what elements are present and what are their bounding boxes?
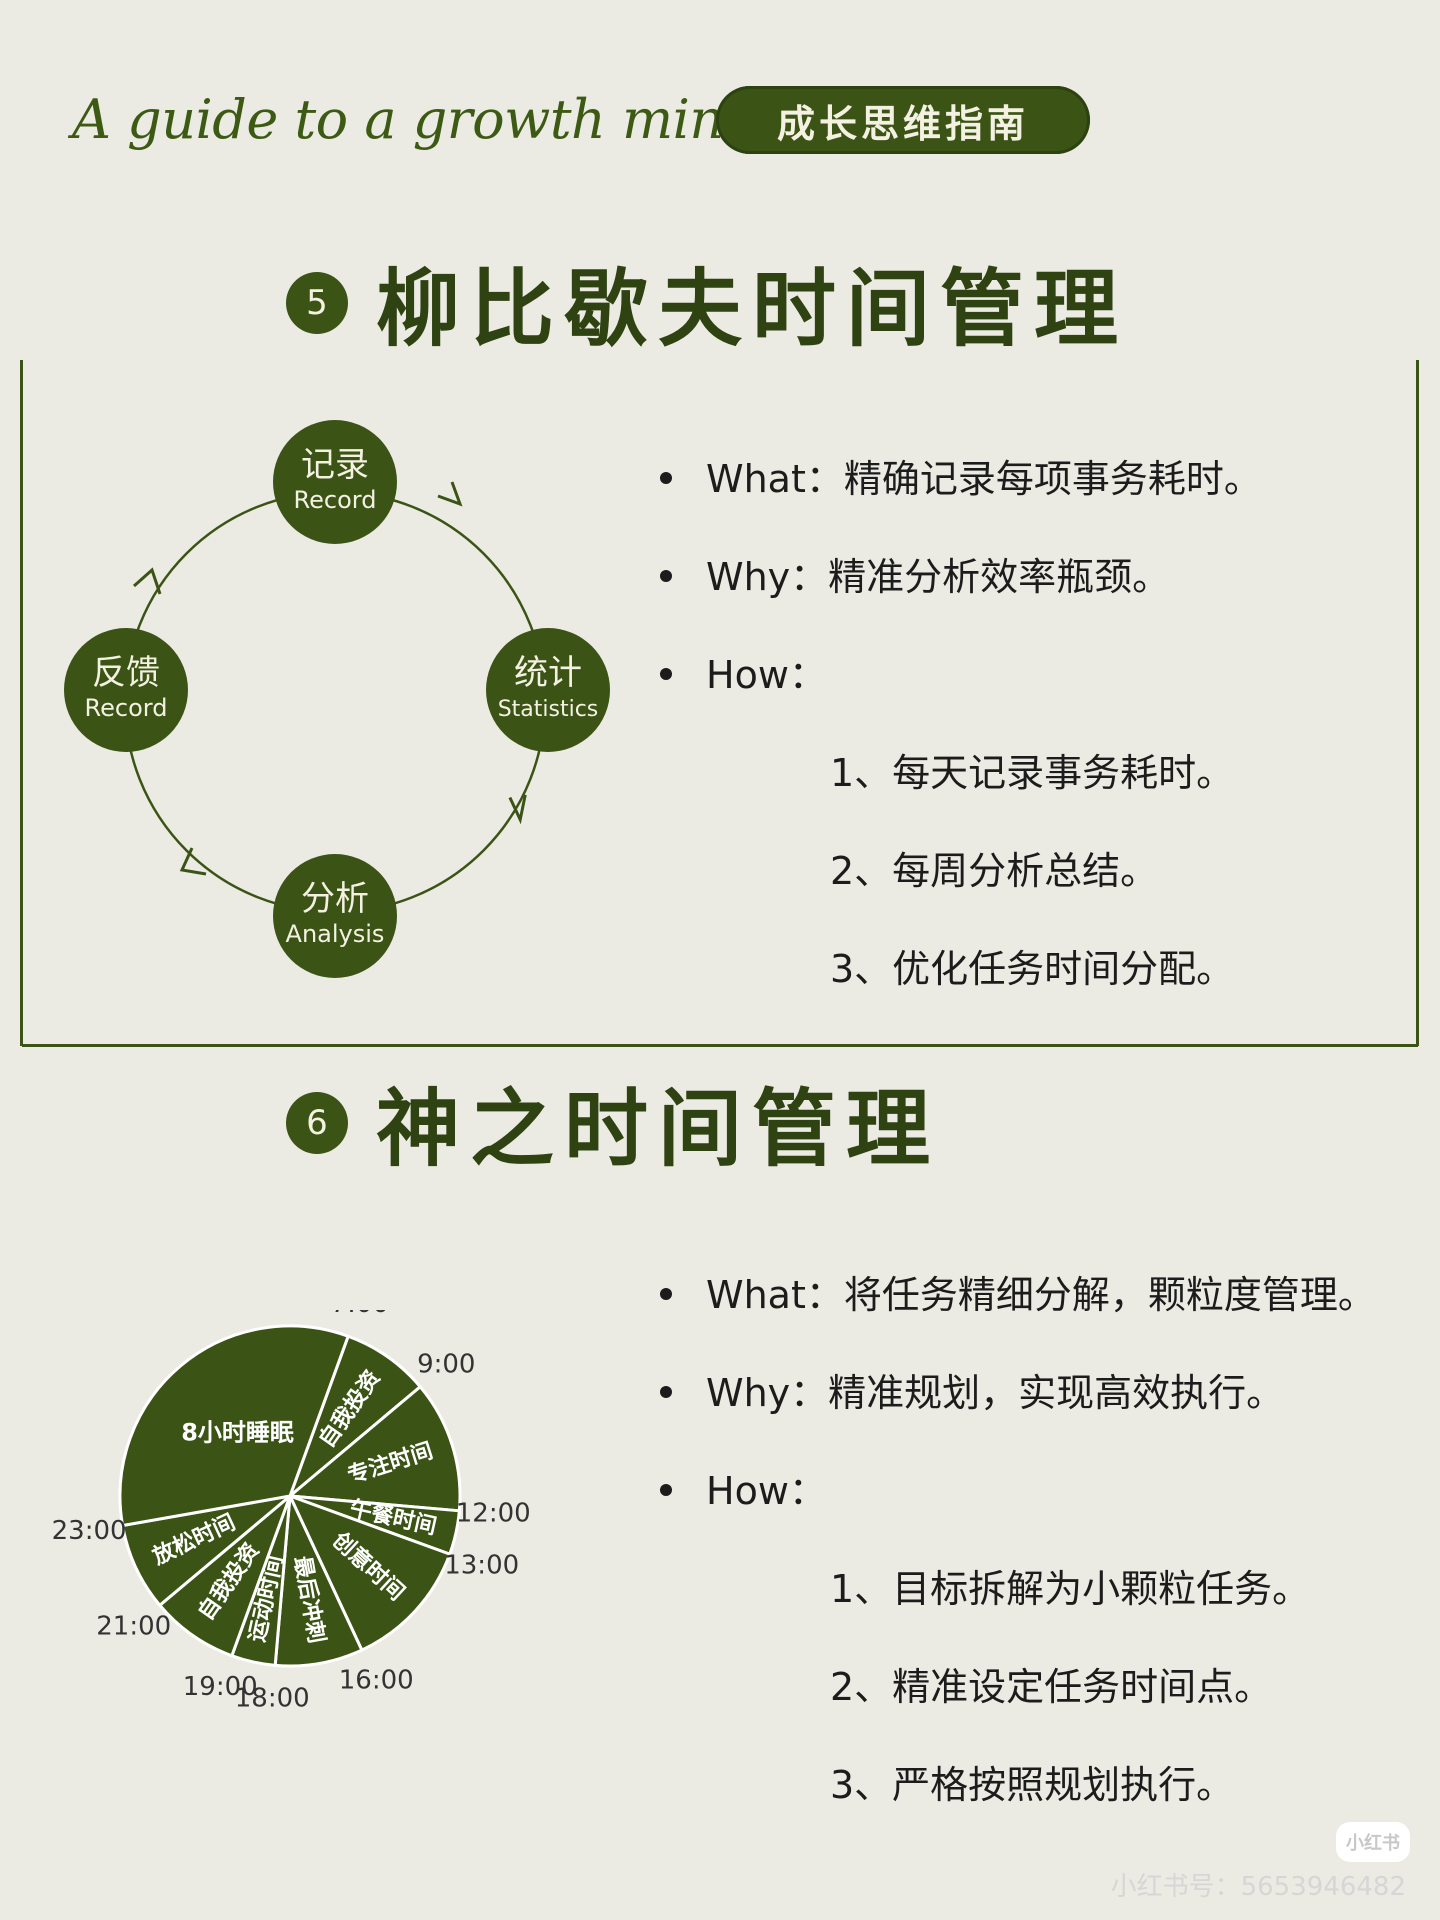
cycle-node-feedback: 反馈 Record <box>64 628 188 752</box>
time-tick-label: 18:00 <box>235 1684 310 1714</box>
pie-slice <box>120 1493 296 1608</box>
cycle-node-en: Record <box>85 694 168 722</box>
arrow-icon <box>437 481 463 507</box>
bullet-text: 将任务精细分解，颗粒度管理。 <box>843 1273 1376 1317</box>
pie-slice <box>118 1324 351 1528</box>
pie-slice <box>287 1493 452 1653</box>
cycle-node-cn: 统计 <box>514 653 582 693</box>
pie-slice <box>157 1491 294 1658</box>
header-pill: 成长思维指南 <box>716 86 1090 154</box>
cycle-node-en: Statistics <box>498 697 599 722</box>
time-tick-label: 13:00 <box>444 1550 519 1580</box>
how-step: 1、每天记录事务耗时。 <box>830 751 1235 795</box>
bullet-how: How： <box>660 1460 827 1515</box>
right-border-line <box>1416 360 1419 1046</box>
section-5-title: 5 柳比歇夫时间管理 <box>286 242 1128 363</box>
cycle-node-record: 记录 Record <box>273 420 397 544</box>
bullet-label: What： <box>706 1273 844 1317</box>
cycle-node-statistics: 统计 Statistics <box>486 628 610 752</box>
time-tick-label: 7:00 <box>331 1310 389 1319</box>
section-5-title-text: 柳比歇夫时间管理 <box>376 260 1129 358</box>
time-tick-label: 19:00 <box>183 1672 258 1702</box>
bullet-why: Why：精准分析效率瓶颈。 <box>660 546 1170 601</box>
time-tick-label: 16:00 <box>339 1665 414 1695</box>
bullet-label: How： <box>706 1469 827 1513</box>
section-6-title-text: 神之时间管理 <box>376 1080 941 1178</box>
bullet-label: What： <box>706 457 844 501</box>
arrow-icon <box>133 567 162 595</box>
cycle-ring <box>123 490 547 914</box>
bullet-text: 精准分析效率瓶颈。 <box>828 555 1171 599</box>
watermark-id: 小红书号：5653946482 <box>1110 1872 1406 1902</box>
cycle-diagram: 记录 Record 统计 Statistics 分析 Analysis 反馈 R… <box>64 420 610 978</box>
watermark-logo: 小红书 <box>1336 1822 1410 1862</box>
left-border-line <box>20 360 23 1046</box>
how-step: 2、每周分析总结。 <box>830 849 1159 893</box>
cycle-node-cn: 反馈 <box>92 653 160 693</box>
bullet-what: What：精确记录每项事务耗时。 <box>660 448 1262 503</box>
bullet-label: Why： <box>706 555 829 599</box>
cycle-node-en: Analysis <box>286 920 385 948</box>
bullet-text: 精确记录每项事务耗时。 <box>843 457 1262 501</box>
pie-slice <box>273 1490 364 1668</box>
bullet-text: 精准规划，实现高效执行。 <box>828 1371 1285 1415</box>
bullet-label: How： <box>706 653 827 697</box>
cycle-node-analysis: 分析 Analysis <box>273 854 397 978</box>
time-pie-chart: 自我投资专注时间午餐时间创意时间最后冲刺运动时间自我投资放松时间8小时睡眠7:0… <box>52 1310 531 1714</box>
arrow-icon <box>179 847 207 876</box>
how-step: 1、目标拆解为小颗粒任务。 <box>830 1567 1311 1611</box>
bullet-how: How： <box>660 644 827 699</box>
section-6-number-badge: 6 <box>286 1091 348 1154</box>
pie-slice-label: 8小时睡眠 <box>181 1418 294 1446</box>
how-step: 3、优化任务时间分配。 <box>830 947 1235 991</box>
bullet-what: What：将任务精细分解，颗粒度管理。 <box>660 1264 1376 1319</box>
section-6-title: 6 神之时间管理 <box>286 1062 940 1183</box>
section-divider <box>22 1044 1418 1047</box>
arrow-icon <box>508 794 527 825</box>
pie-slice <box>286 1334 423 1501</box>
pie-slice <box>286 1384 462 1513</box>
time-tick-label: 21:00 <box>96 1612 171 1642</box>
how-step: 2、精准设定任务时间点。 <box>830 1665 1273 1709</box>
section-5-number-badge: 5 <box>286 271 348 334</box>
how-step: 3、严格按照规划执行。 <box>830 1763 1235 1807</box>
header-script-title: A guide to a growth mindset <box>72 88 838 151</box>
cycle-node-cn: 分析 <box>301 879 369 919</box>
bullet-label: Why： <box>706 1371 829 1415</box>
time-tick-label: 23:00 <box>52 1516 127 1546</box>
bullet-why: Why：精准规划，实现高效执行。 <box>660 1362 1284 1417</box>
time-tick-label: 9:00 <box>417 1349 475 1379</box>
time-tick-label: 12:00 <box>456 1498 531 1528</box>
cycle-node-cn: 记录 <box>301 445 369 485</box>
cycle-node-en: Record <box>294 486 377 514</box>
